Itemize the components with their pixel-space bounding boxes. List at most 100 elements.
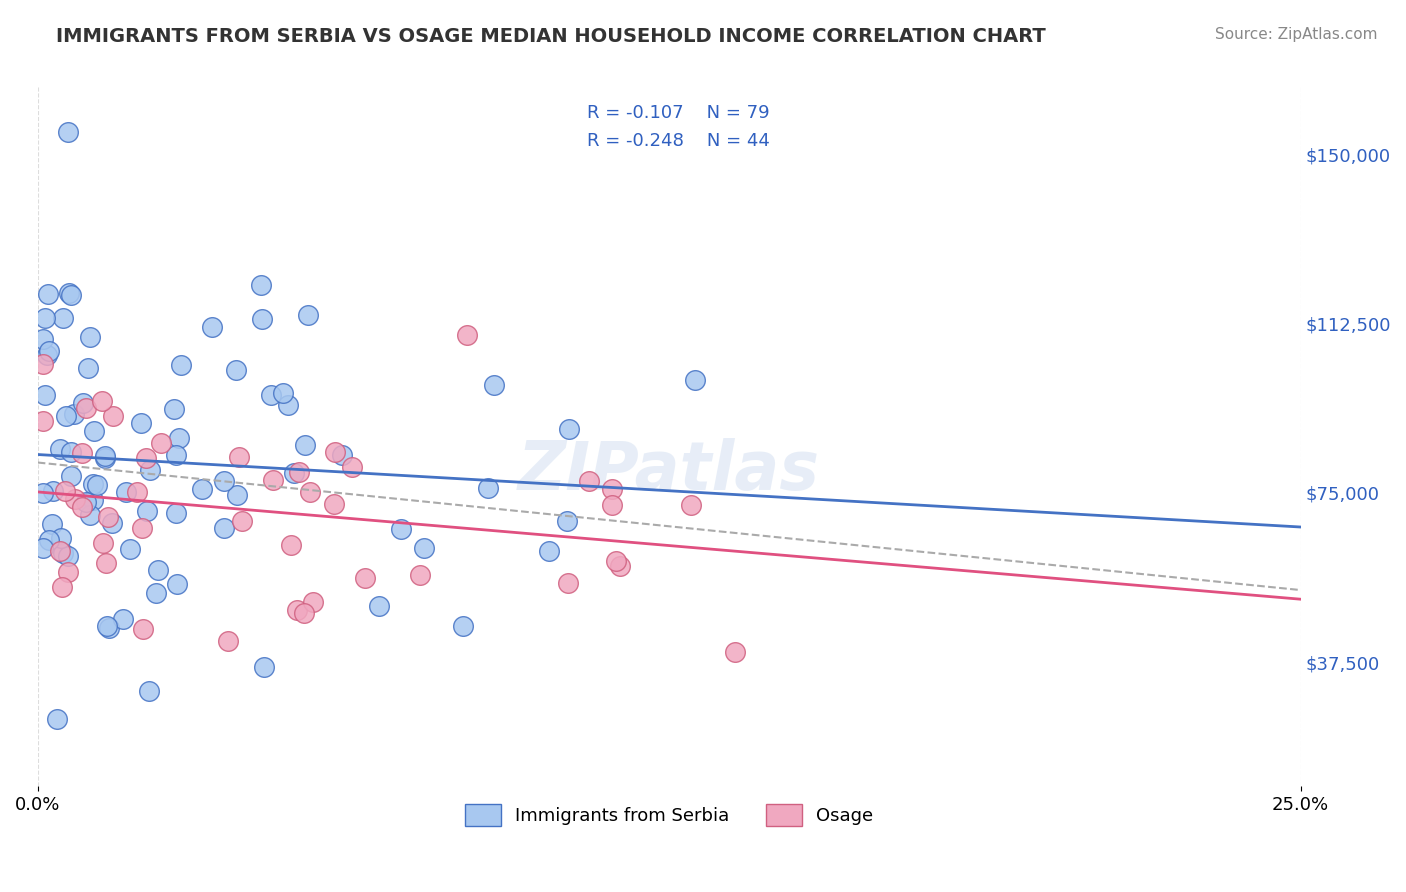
Point	[226, 487, 249, 501]
Point	[83, 424, 105, 438]
Point	[82, 477, 104, 491]
Point	[51, 580, 73, 594]
Point	[228, 450, 250, 464]
Point	[724, 645, 747, 659]
Point	[34, 310, 56, 325]
Point	[212, 521, 235, 535]
Point	[679, 498, 702, 512]
Point	[97, 509, 120, 524]
Point	[32, 486, 55, 500]
Point	[79, 508, 101, 522]
Text: R = -0.107    N = 79: R = -0.107 N = 79	[588, 103, 769, 122]
Point	[63, 408, 86, 422]
Point	[72, 395, 94, 409]
Point	[163, 402, 186, 417]
Point	[605, 554, 627, 568]
Point	[301, 595, 323, 609]
Point	[31, 414, 53, 428]
Point	[201, 320, 224, 334]
Point	[127, 485, 149, 500]
Point	[368, 599, 391, 613]
Point	[75, 401, 97, 416]
Point	[191, 482, 214, 496]
Point	[253, 660, 276, 674]
Point	[49, 442, 72, 456]
Point	[118, 542, 141, 557]
Point	[60, 288, 83, 302]
Point	[63, 491, 86, 506]
Point	[132, 622, 155, 636]
Point	[42, 484, 65, 499]
Point	[578, 474, 600, 488]
Legend: Immigrants from Serbia, Osage: Immigrants from Serbia, Osage	[457, 797, 880, 833]
Point	[145, 586, 167, 600]
Point	[557, 422, 579, 436]
Point	[31, 541, 53, 555]
Point	[288, 465, 311, 479]
Point	[86, 478, 108, 492]
Point	[138, 684, 160, 698]
Point	[59, 444, 82, 458]
Point	[537, 544, 560, 558]
Point	[225, 363, 247, 377]
Point	[96, 619, 118, 633]
Point	[101, 409, 124, 424]
Point	[683, 372, 706, 386]
Point	[250, 312, 273, 326]
Point	[271, 386, 294, 401]
Point	[135, 450, 157, 465]
Point	[34, 387, 56, 401]
Point	[70, 500, 93, 514]
Point	[456, 327, 478, 342]
Point	[91, 536, 114, 550]
Point	[260, 388, 283, 402]
Point	[250, 277, 273, 292]
Point	[169, 431, 191, 445]
Point	[165, 448, 187, 462]
Point	[413, 541, 436, 556]
Point	[55, 409, 77, 423]
Point	[297, 308, 319, 322]
Point	[214, 475, 236, 489]
Point	[292, 606, 315, 620]
Text: R = -0.248    N = 44: R = -0.248 N = 44	[588, 132, 770, 150]
Point	[114, 485, 136, 500]
Point	[41, 516, 63, 531]
Point	[231, 514, 253, 528]
Point	[323, 497, 346, 511]
Point	[146, 563, 169, 577]
Point	[94, 449, 117, 463]
Point	[165, 506, 187, 520]
Text: ZIPatlas: ZIPatlas	[519, 439, 820, 505]
Point	[60, 469, 83, 483]
Point	[166, 576, 188, 591]
Point	[38, 343, 60, 358]
Point	[391, 522, 413, 536]
Point	[31, 332, 53, 346]
Point	[136, 503, 159, 517]
Text: IMMIGRANTS FROM SERBIA VS OSAGE MEDIAN HOUSEHOLD INCOME CORRELATION CHART: IMMIGRANTS FROM SERBIA VS OSAGE MEDIAN H…	[56, 27, 1046, 45]
Point	[97, 621, 120, 635]
Point	[52, 545, 75, 559]
Point	[299, 484, 322, 499]
Point	[82, 493, 104, 508]
Point	[557, 575, 579, 590]
Point	[58, 286, 80, 301]
Point	[49, 532, 72, 546]
Point	[262, 474, 284, 488]
Point	[101, 516, 124, 530]
Point	[58, 549, 80, 563]
Point	[482, 377, 505, 392]
Text: Source: ZipAtlas.com: Source: ZipAtlas.com	[1215, 27, 1378, 42]
Point	[52, 310, 75, 325]
Point	[31, 357, 53, 371]
Point	[56, 124, 79, 138]
Point	[70, 446, 93, 460]
Point	[332, 448, 354, 462]
Point	[79, 330, 101, 344]
Point	[217, 634, 239, 648]
Point	[280, 538, 302, 552]
Point	[451, 619, 474, 633]
Point	[93, 450, 115, 465]
Point	[94, 556, 117, 570]
